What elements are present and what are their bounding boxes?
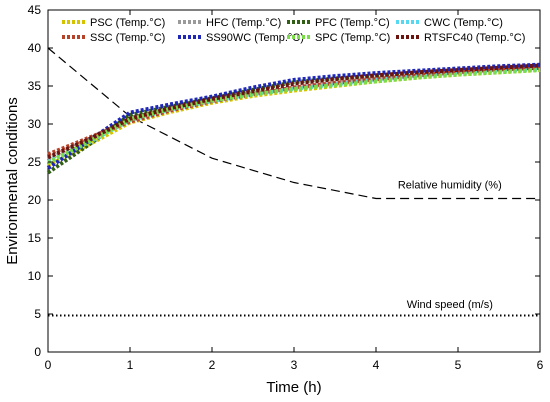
- y-tick-label: 40: [28, 41, 42, 55]
- y-tick-label: 0: [34, 345, 41, 359]
- legend-entry-label: SS90WC (Temp.°C): [206, 32, 304, 44]
- y-tick-label: 20: [28, 193, 42, 207]
- y-axis-label: Environmental conditions: [4, 97, 21, 265]
- legend-entry-label: PFC (Temp.°C): [315, 17, 390, 29]
- relative-humidity-annotation: Relative humidity (%): [398, 180, 502, 192]
- y-tick-label: 45: [28, 3, 42, 17]
- legend-entry-label: CWC (Temp.°C): [424, 17, 503, 29]
- y-tick-label: 10: [28, 269, 42, 283]
- x-tick-label: 2: [209, 358, 216, 372]
- legend-entry-label: SPC (Temp.°C): [315, 32, 390, 44]
- legend: PSC (Temp.°C) HFC (Temp.°C) PFC (Temp.°C) C…: [62, 17, 525, 44]
- series-line-5: [46, 62, 541, 170]
- legend-entry-label: RTSFC40 (Temp.°C): [424, 32, 525, 44]
- y-tick-label: 15: [28, 231, 42, 245]
- legend-entry-label: PSC (Temp.°C): [90, 17, 165, 29]
- legend-entry-label: SSC (Temp.°C): [90, 32, 165, 44]
- y-tick-label: 5: [34, 307, 41, 321]
- series-line-7: [47, 63, 541, 160]
- x-tick-label: 3: [291, 358, 298, 372]
- series-line-0: [47, 68, 541, 168]
- x-axis-label: Time (h): [266, 379, 321, 396]
- y-tick-label: 35: [28, 79, 42, 93]
- x-tick-label: 1: [127, 358, 134, 372]
- series-line-4: [47, 65, 541, 157]
- legend-entry-label: HFC (Temp.°C): [206, 17, 281, 29]
- x-tick-label: 0: [45, 358, 52, 372]
- wind-speed-annotation: Wind speed (m/s): [407, 299, 493, 311]
- x-tick-label: 6: [537, 358, 544, 372]
- x-tick-label: 4: [373, 358, 380, 372]
- y-tick-label: 25: [28, 155, 42, 169]
- y-tick-label: 30: [28, 117, 42, 131]
- temperature-series: [46, 62, 541, 175]
- x-tick-label: 5: [455, 358, 462, 372]
